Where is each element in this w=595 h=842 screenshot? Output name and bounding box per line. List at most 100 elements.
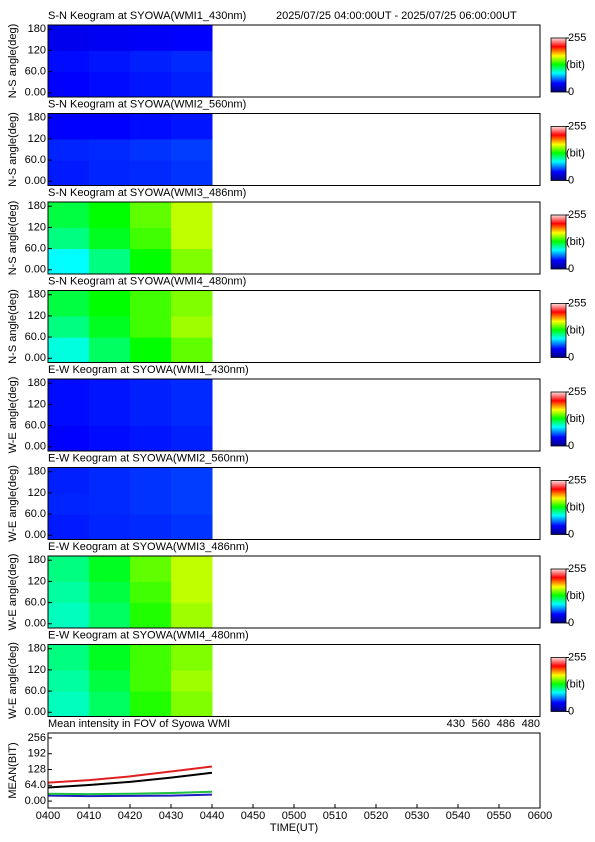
- y-tick-label: 0.00: [25, 87, 46, 99]
- keogram-cell: [171, 379, 213, 405]
- colorbar-tick-label: 0: [568, 440, 574, 452]
- keogram-cell: [171, 160, 213, 186]
- keogram-cell: [130, 25, 172, 51]
- keogram-cell: [130, 71, 172, 98]
- keogram-cell: [171, 669, 213, 692]
- legend-entry: 480: [522, 718, 540, 730]
- y-tick-label: 180: [28, 200, 46, 212]
- colorbar-tick-label: 0: [568, 174, 574, 186]
- keogram-cell: [171, 467, 213, 494]
- keogram-cell: [48, 290, 90, 317]
- panel-title: E-W Keogram at SYOWA(WMI2_560nm): [48, 452, 249, 464]
- keogram-cell: [89, 71, 131, 98]
- keogram-cell: [171, 113, 213, 140]
- colorbar-tick-label: 0: [568, 263, 574, 275]
- y-tick-label: 0.00: [25, 264, 46, 276]
- keogram-cell: [48, 602, 90, 629]
- x-tick-label: 0440: [200, 810, 224, 822]
- keogram-cell: [89, 379, 131, 405]
- keogram-cell: [130, 202, 172, 228]
- legend-entry: 430: [447, 718, 465, 730]
- y-tick-label: 180: [28, 377, 46, 389]
- panel-title: E-W Keogram at SYOWA(WMI3_486nm): [48, 541, 249, 553]
- y-axis-label: W-E angle(deg): [7, 554, 19, 631]
- keogram-cell: [48, 25, 90, 51]
- y-tick-label: 120: [28, 575, 46, 587]
- series-line: [47, 793, 213, 798]
- colorbar-tick-label: 255: [568, 651, 586, 663]
- plot-frame: [47, 201, 541, 275]
- y-axis-label: W-E angle(deg): [7, 642, 19, 719]
- series-line: [47, 765, 213, 784]
- colorbar-tick-label: 255: [568, 386, 586, 398]
- y-tick-label: 60.0: [25, 154, 46, 166]
- x-tick-label: 0520: [364, 810, 388, 822]
- keogram-cell: [130, 644, 172, 671]
- y-tick-label: 0.00: [25, 706, 46, 718]
- x-tick-label: 0450: [241, 810, 265, 822]
- colorbar: [550, 214, 567, 270]
- colorbar-tick-label: 0: [568, 351, 574, 363]
- y-tick-label: 0.00: [25, 529, 46, 541]
- y-tick-label: 120: [28, 133, 46, 145]
- colorbar-tick-label: 0: [568, 528, 574, 540]
- y-tick-label: 120: [28, 398, 46, 410]
- keogram-cell: [48, 492, 90, 515]
- keogram-cell: [48, 160, 90, 186]
- keogram-cell: [48, 113, 90, 140]
- x-tick-label: 0430: [159, 810, 183, 822]
- y-tick-label: 60.0: [25, 508, 46, 520]
- keogram-cell: [130, 556, 172, 582]
- keogram-cell: [130, 113, 172, 140]
- keogram-cell: [130, 337, 172, 363]
- y-tick-label: 60.0: [25, 685, 46, 697]
- y-tick-label: 180: [28, 23, 46, 35]
- panel-title: E-W Keogram at SYOWA(WMI1_430nm): [48, 364, 249, 376]
- keogram-cell: [130, 514, 172, 540]
- keogram-cell: [171, 514, 213, 540]
- keogram-cell: [171, 337, 213, 363]
- keogram-cell: [89, 581, 131, 604]
- y-tick-label: 0.00: [25, 441, 46, 453]
- colorbar-unit: (bit): [566, 236, 585, 248]
- panel-title: E-W Keogram at SYOWA(WMI4_480nm): [48, 629, 249, 641]
- x-tick-label: 0500: [282, 810, 306, 822]
- keogram-cell: [89, 669, 131, 692]
- keogram-cell: [89, 644, 131, 671]
- y-tick-label: 60.0: [25, 596, 46, 608]
- keogram-cell: [48, 379, 90, 405]
- keogram-cell: [89, 514, 131, 540]
- keogram-cell: [171, 404, 213, 427]
- plot-frame: [47, 644, 541, 717]
- colorbar-unit: (bit): [566, 324, 585, 336]
- keogram-cell: [89, 602, 131, 629]
- keogram-cell: [130, 691, 172, 717]
- y-tick-label: 60.0: [25, 65, 46, 77]
- x-tick-label: 0510: [323, 810, 347, 822]
- colorbar: [550, 126, 567, 181]
- x-axis-label: TIME(UT): [270, 822, 318, 834]
- y-tick-label: 180: [28, 289, 46, 301]
- panel-title: S-N Keogram at SYOWA(WMI4_480nm): [48, 275, 246, 287]
- y-axis-label: W-E angle(deg): [7, 377, 19, 454]
- keogram-cell: [89, 556, 131, 582]
- colorbar-tick-label: 255: [568, 32, 586, 44]
- keogram-cell: [171, 691, 213, 717]
- keogram-cell: [89, 404, 131, 427]
- colorbar: [550, 568, 567, 624]
- keogram-cell: [48, 71, 90, 98]
- keogram-cell: [171, 581, 213, 604]
- y-tick-label: 120: [28, 487, 46, 499]
- plot-frame: [47, 290, 541, 363]
- keogram-cell: [48, 248, 90, 275]
- x-tick-label: 0530: [405, 810, 429, 822]
- colorbar: [550, 303, 567, 358]
- keogram-cell: [89, 467, 131, 494]
- keogram-cell: [171, 202, 213, 228]
- keogram-cell: [130, 50, 172, 73]
- keogram-cell: [130, 467, 172, 494]
- keogram-cell: [48, 425, 90, 452]
- keogram-cell: [130, 160, 172, 186]
- x-tick-label: 0550: [487, 810, 511, 822]
- panel-title: S-N Keogram at SYOWA(WMI3_486nm): [48, 187, 246, 199]
